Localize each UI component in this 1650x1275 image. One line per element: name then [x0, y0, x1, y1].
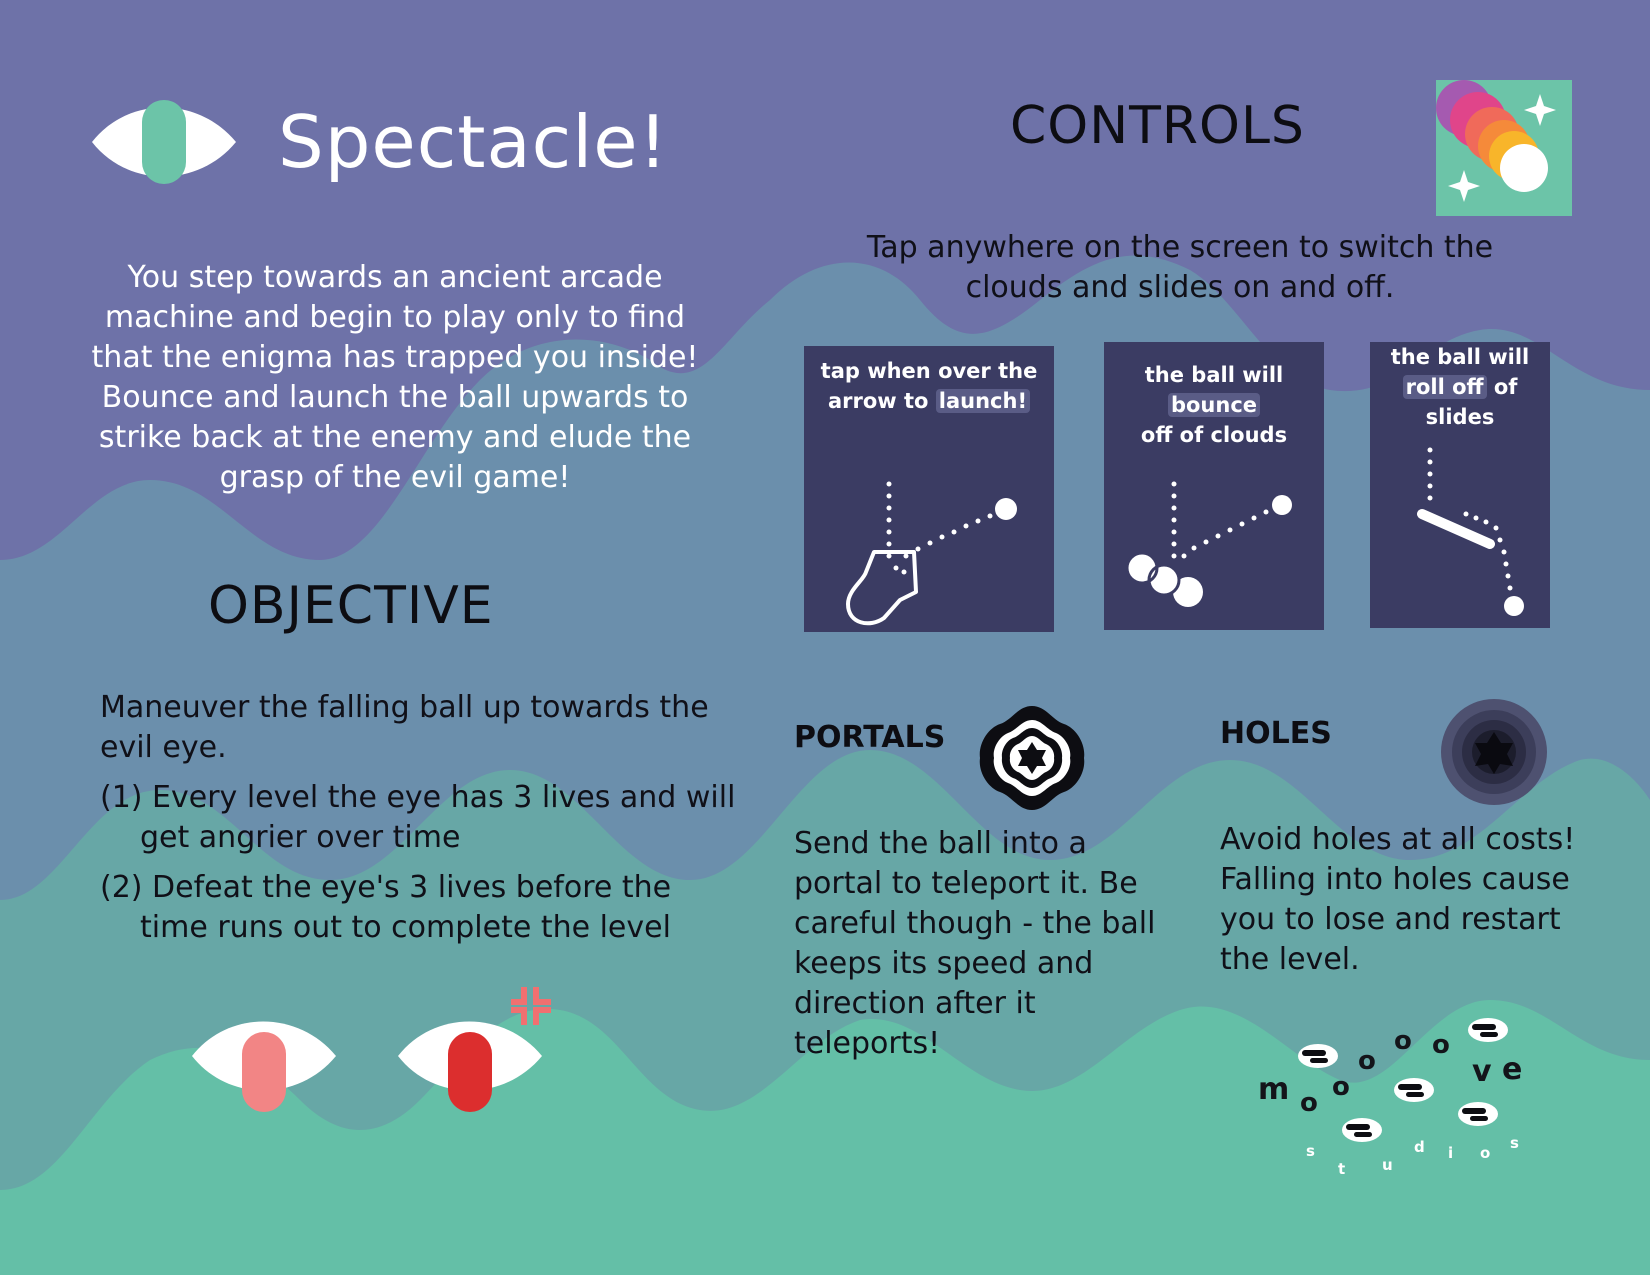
angry-eye-icon — [398, 1021, 542, 1112]
logo-studio-letter: t — [1338, 1160, 1346, 1178]
calm-eye-icon — [192, 1021, 336, 1112]
control-card-slide: the ball will roll off of slides — [1370, 342, 1550, 628]
objective-item-2: (2) Defeat the eye's 3 lives before the … — [100, 870, 672, 945]
anger-mark-icon — [511, 987, 551, 1025]
moove-studios-logo: m o o o o o v e s t u d i o s — [1258, 1010, 1558, 1180]
objective-section: Maneuver the falling ball up towards the… — [100, 688, 740, 948]
logo-studio-letter: u — [1382, 1156, 1393, 1174]
logo-studio-letter: s — [1306, 1142, 1315, 1160]
logo-studio-letter: d — [1414, 1138, 1425, 1156]
logo-studio-letter: s — [1510, 1134, 1519, 1152]
card-caption: the ball will roll off of slides — [1390, 345, 1530, 429]
card-caption: the ball will bounce off of clouds — [1140, 363, 1288, 447]
logo-letter: v — [1472, 1054, 1492, 1089]
card-caption: tap when over the arrow to launch! — [820, 359, 1038, 413]
page-title: Spectacle! — [278, 100, 669, 184]
controls-ball-icon — [1436, 80, 1572, 216]
card-highlight: roll off — [1402, 375, 1487, 399]
logo-letter: o — [1332, 1072, 1350, 1102]
control-card-launch: tap when over the arrow to launch! — [804, 346, 1054, 632]
logo-cow-spots-icon — [1298, 1018, 1508, 1142]
hole-icon — [1441, 699, 1547, 805]
portals-heading: PORTALS — [794, 720, 946, 755]
logo-letter: e — [1502, 1052, 1523, 1087]
bounce-diagram-icon — [1125, 481, 1292, 607]
logo-letter: m — [1258, 1072, 1290, 1107]
logo-letter: o — [1358, 1046, 1376, 1076]
logo-letter: o — [1394, 1026, 1412, 1056]
eye-logo-icon — [92, 100, 236, 184]
logo-letter: o — [1300, 1088, 1318, 1118]
logo-studio-letter: i — [1448, 1144, 1454, 1162]
portal-icon — [979, 706, 1085, 810]
objective-description: Maneuver the falling ball up towards the… — [100, 690, 709, 765]
control-card-bounce: the ball will bounce off of clouds — [1104, 342, 1324, 630]
slide-diagram-icon — [1417, 447, 1524, 616]
objective-heading: OBJECTIVE — [208, 576, 494, 636]
intro-paragraph: You step towards an ancient arcade machi… — [91, 260, 699, 495]
card-highlight: bounce — [1167, 393, 1261, 417]
card-highlight: launch! — [935, 389, 1031, 413]
holes-text: Avoid holes at all costs! Falling into h… — [1220, 822, 1576, 977]
holes-heading: HOLES — [1220, 716, 1332, 751]
logo-letter: o — [1432, 1030, 1450, 1060]
logo-studio-letter: o — [1480, 1144, 1491, 1162]
objective-item-1: (1) Every level the eye has 3 lives and … — [100, 780, 736, 855]
launch-diagram-icon — [846, 481, 1017, 626]
portals-text: Send the ball into a portal to teleport … — [794, 826, 1156, 1061]
controls-description: Tap anywhere on the screen to switch the… — [866, 230, 1494, 305]
controls-heading: CONTROLS — [1010, 96, 1305, 156]
